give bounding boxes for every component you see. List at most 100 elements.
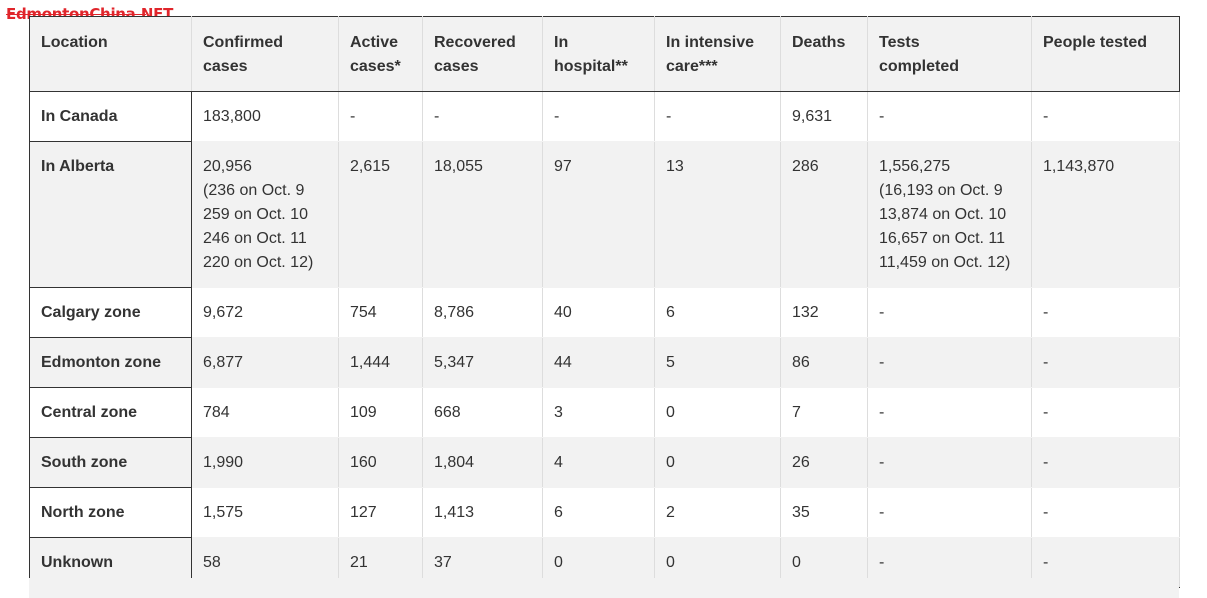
cell-in-hospital: -	[542, 91, 655, 142]
cell-location: Central zone	[29, 387, 192, 438]
cell-confirmed-cases: 1,575	[191, 487, 339, 538]
cell-recovered-cases: 1,804	[422, 437, 543, 488]
cell-people-tested: -	[1031, 337, 1180, 388]
cell-location: South zone	[29, 437, 192, 488]
cell-tests-completed-line: -	[879, 504, 885, 521]
cell-intensive-care: 13	[654, 141, 781, 288]
cell-tests-completed-line: (16,193 on Oct. 9	[879, 182, 1003, 199]
watermark-strike-line	[6, 14, 146, 15]
cell-tests-completed-line: -	[879, 108, 885, 125]
header-active-cases: Active cases*	[338, 16, 423, 92]
cell-deaths: 286	[780, 141, 868, 288]
cell-confirmed-cases: 183,800	[191, 91, 339, 142]
cell-in-hospital: 40	[542, 287, 655, 338]
cell-active-cases: 160	[338, 437, 423, 488]
bottom-strip	[29, 578, 1179, 598]
cell-confirmed-cases-line: 246 on Oct. 11	[203, 230, 307, 247]
header-confirmed-cases: Confirmed cases	[191, 16, 339, 92]
cell-intensive-care: 0	[654, 387, 781, 438]
covid-stats-table: Location Confirmed cases Active cases* Rec…	[29, 16, 1180, 588]
cell-confirmed-cases-line: 220 on Oct. 12)	[203, 254, 314, 271]
cell-in-hospital: 97	[542, 141, 655, 288]
header-tests-completed: Tests completed	[867, 16, 1032, 92]
cell-tests-completed-line: -	[879, 404, 885, 421]
cell-tests-completed: -	[867, 287, 1032, 338]
cell-confirmed-cases-line: 20,956	[203, 158, 252, 175]
table-body: In Canada 183,800- - - -9,631- - In Alberta 20,…	[29, 91, 1180, 588]
cell-active-cases: 127	[338, 487, 423, 538]
cell-in-hospital: 3	[542, 387, 655, 438]
cell-confirmed-cases-line: 1,575	[203, 504, 244, 521]
table-row: In Alberta 20,956 (236 on Oct. 9 259 on Oct…	[29, 141, 1180, 288]
cell-deaths: 26	[780, 437, 868, 488]
cell-deaths: 86	[780, 337, 868, 388]
cell-in-hospital: 44	[542, 337, 655, 388]
cell-tests-completed: -	[867, 437, 1032, 488]
table-row: In Canada 183,800- - - -9,631- -	[29, 91, 1180, 142]
header-confirmed-cases-line-1: Confirmed	[203, 34, 283, 51]
cell-active-cases: 2,615	[338, 141, 423, 288]
cell-confirmed-cases-line: 259 on Oct. 10	[203, 206, 308, 223]
cell-location: In Canada	[29, 91, 192, 142]
header-people-tested-line: People tested	[1043, 34, 1148, 51]
cell-tests-completed: -	[867, 337, 1032, 388]
cell-confirmed-cases-line: 1,990	[203, 454, 244, 471]
cell-tests-completed-line: -	[879, 304, 885, 321]
header-people-tested: People tested	[1031, 16, 1180, 92]
cell-active-cases: 109	[338, 387, 423, 438]
cell-confirmed-cases: 784	[191, 387, 339, 438]
cell-location: North zone	[29, 487, 192, 538]
header-in-hospital-line-1: In	[554, 34, 569, 51]
header-location-line: Location	[41, 34, 108, 51]
header-intensive-care: In intensive care***	[654, 16, 781, 92]
header-intensive-care-line-1: In intensive	[666, 34, 755, 51]
cell-tests-completed-line: -	[879, 454, 885, 471]
header-in-hospital: In hospital**	[542, 16, 655, 92]
cell-intensive-care: -	[654, 91, 781, 142]
cell-tests-completed-line: 11,459 on Oct. 12)	[879, 254, 1011, 271]
header-active-cases-line-1: Active	[350, 34, 399, 51]
header-deaths: Deaths	[780, 16, 868, 92]
header-recovered-cases: Recovered cases	[422, 16, 543, 92]
cell-recovered-cases: -	[422, 91, 543, 142]
cell-tests-completed: -	[867, 91, 1032, 142]
header-confirmed-cases-line-2: cases	[203, 58, 248, 75]
cell-confirmed-cases-line: 6,877	[203, 354, 244, 371]
cell-people-tested: -	[1031, 91, 1180, 142]
cell-people-tested: -	[1031, 387, 1180, 438]
cell-confirmed-cases-line: (236 on Oct. 9	[203, 182, 305, 199]
cell-location: Edmonton zone	[29, 337, 192, 388]
cell-tests-completed-line: 13,874 on Oct. 10	[879, 206, 1007, 223]
cell-location: Calgary zone	[29, 287, 192, 338]
header-deaths-line: Deaths	[792, 34, 846, 51]
header-recovered-cases-line-2: cases	[434, 58, 479, 75]
header-intensive-care-line-2: care***	[666, 58, 718, 75]
cell-confirmed-cases-line: 784	[203, 404, 230, 421]
table-row: Edmonton zone 6,877 1,444 5,347 44 5 86- -	[29, 337, 1180, 388]
cell-recovered-cases: 18,055	[422, 141, 543, 288]
header-in-hospital-line-2: hospital**	[554, 58, 628, 75]
cell-tests-completed: -	[867, 487, 1032, 538]
cell-in-hospital: 6	[542, 487, 655, 538]
cell-intensive-care: 0	[654, 437, 781, 488]
cell-confirmed-cases: 9,672	[191, 287, 339, 338]
cell-tests-completed: 1,556,275 (16,193 on Oct. 9 13,874 on Oct.…	[867, 141, 1032, 288]
cell-tests-completed: -	[867, 387, 1032, 438]
header-tests-completed-line-1: Tests	[879, 34, 920, 51]
cell-deaths: 35	[780, 487, 868, 538]
cell-confirmed-cases-line: 183,800	[203, 108, 261, 125]
cell-deaths: 132	[780, 287, 868, 338]
table-row: North zone 1,575 127 1,413 6 2 35- -	[29, 487, 1180, 538]
cell-active-cases: 754	[338, 287, 423, 338]
cell-tests-completed-line: -	[879, 554, 885, 571]
cell-active-cases: 1,444	[338, 337, 423, 388]
cell-confirmed-cases-line: 9,672	[203, 304, 244, 321]
cell-intensive-care: 2	[654, 487, 781, 538]
cell-intensive-care: 5	[654, 337, 781, 388]
header-recovered-cases-line-1: Recovered	[434, 34, 516, 51]
header-active-cases-line-2: cases*	[350, 58, 401, 75]
table-row: Central zone 784 109 668 3 0 7- -	[29, 387, 1180, 438]
header-location: Location	[29, 16, 192, 92]
cell-tests-completed-line: -	[879, 354, 885, 371]
cell-confirmed-cases: 6,877	[191, 337, 339, 388]
